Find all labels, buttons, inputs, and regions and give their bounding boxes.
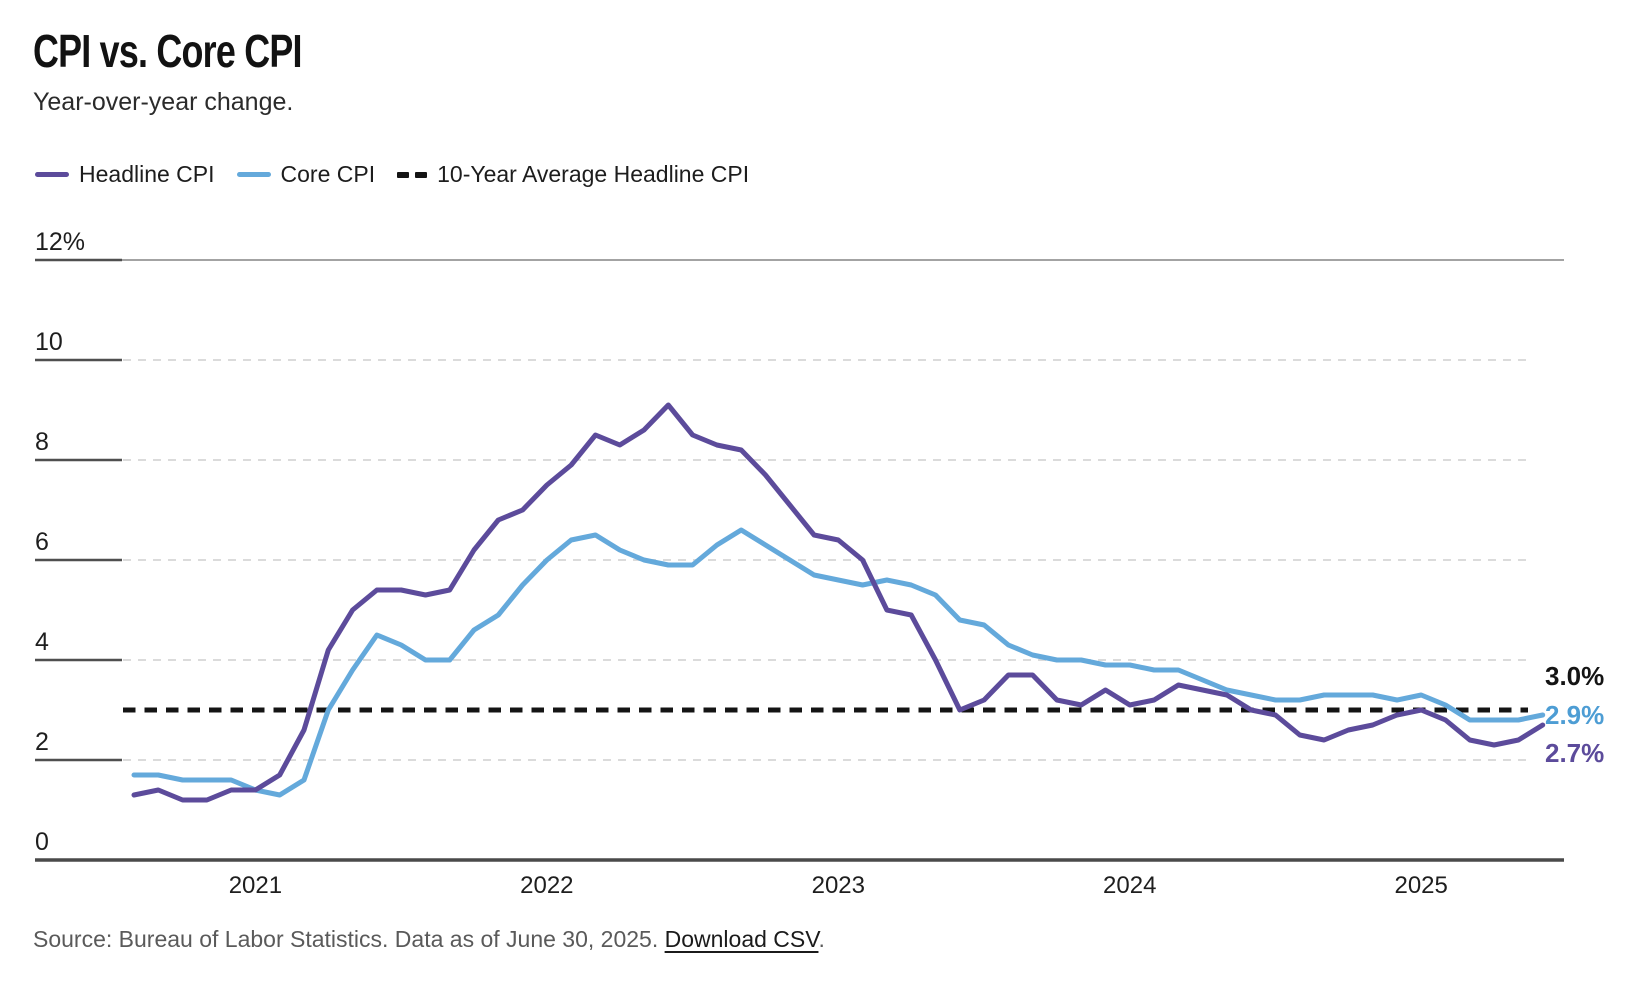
x-tick-label: 2021 xyxy=(228,872,283,899)
y-tick-label: 2 xyxy=(35,728,49,756)
series-line-headline-cpi xyxy=(131,402,1546,803)
line-swatch-icon xyxy=(35,172,69,177)
legend-item-10-year-average-headline-cpi: 10-Year Average Headline CPI xyxy=(397,161,749,188)
end-label-2.9pct: 2.9% xyxy=(1545,700,1605,730)
x-tick-label: 2023 xyxy=(811,872,865,899)
end-label-2.7pct: 2.7% xyxy=(1545,738,1605,768)
legend: Headline CPI Core CPI 10-Year Average Head… xyxy=(35,161,749,188)
source-text: Source: Bureau of Labor Statistics. Data… xyxy=(33,926,665,952)
end-label-3.0pct: 3.0% xyxy=(1545,661,1605,691)
legend-label: Headline CPI xyxy=(79,161,215,187)
y-tick-label: 8 xyxy=(35,428,49,456)
source-note: Source: Bureau of Labor Statistics. Data… xyxy=(33,926,825,953)
y-tick-label: 12% xyxy=(35,228,86,256)
legend-item-headline-cpi: Headline CPI xyxy=(35,161,215,188)
legend-item-core-cpi: Core CPI xyxy=(236,161,376,188)
line-swatch-icon xyxy=(236,172,271,177)
x-tick-label: 2024 xyxy=(1103,872,1157,899)
dashed-line-swatch-icon xyxy=(397,171,428,178)
legend-label: 10-Year Average Headline CPI xyxy=(437,161,750,187)
y-tick-label: 10 xyxy=(35,328,63,356)
source-suffix: . xyxy=(818,926,825,952)
chart-subtitle: Year-over-year change. xyxy=(33,88,294,116)
y-tick-label: 6 xyxy=(35,528,49,556)
y-tick-label: 0 xyxy=(35,828,49,856)
x-tick-label: 2022 xyxy=(520,872,574,899)
y-tick-label: 4 xyxy=(35,628,49,656)
download-csv-link[interactable]: Download CSV xyxy=(664,926,819,952)
legend-label: Core CPI xyxy=(280,161,376,187)
series-line-core-cpi xyxy=(131,527,1546,798)
x-tick-label: 2025 xyxy=(1394,872,1448,899)
chart-title: CPI vs. Core CPI xyxy=(33,25,302,77)
